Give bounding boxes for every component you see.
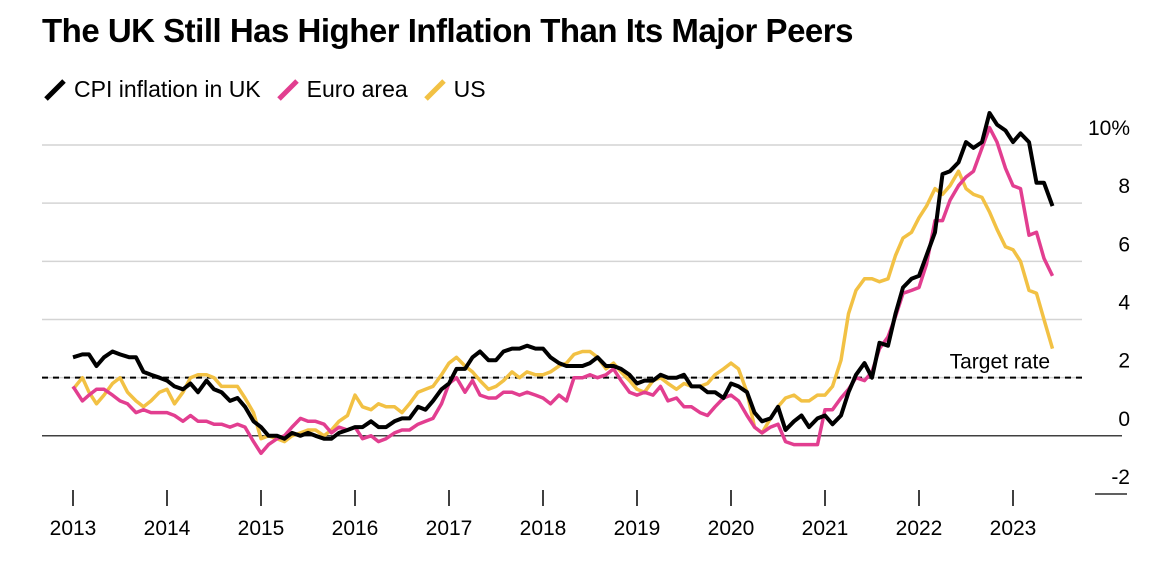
legend-item-us: US	[422, 76, 486, 103]
y-tick-label-4: 4	[1118, 292, 1130, 315]
y-tick-label-0: 0	[1118, 408, 1130, 431]
x-tick-label-2015: 2015	[238, 517, 285, 540]
legend-label-uk: CPI inflation in UK	[74, 76, 261, 102]
legend-label-us: US	[453, 76, 486, 102]
target-rate-label: Target rate	[950, 351, 1050, 374]
x-tick-label-2020: 2020	[708, 517, 755, 540]
legend-label-euro-area: Euro area	[306, 76, 408, 102]
legend-item-euro-area: Euro area	[275, 76, 408, 103]
legend-swatch-line-euro-area	[276, 78, 299, 101]
x-tick-label-2019: 2019	[614, 517, 661, 540]
series-line-us	[71, 169, 1055, 444]
x-tick-label-2013: 2013	[50, 517, 97, 540]
y-tick-label-2: 2	[1118, 350, 1130, 373]
x-tick-label-2023: 2023	[990, 517, 1037, 540]
chart-title: The UK Still Has Higher Inflation Than I…	[42, 12, 853, 49]
x-tick-label-2018: 2018	[520, 517, 567, 540]
series-lines	[71, 111, 1055, 456]
legend-item-uk: CPI inflation in UK	[42, 76, 261, 103]
y-tick-label-10: 10%	[1088, 117, 1130, 140]
x-tick-label-2017: 2017	[426, 517, 473, 540]
series-line-cpi-inflation-in-uk	[72, 111, 1055, 441]
y-axis-ticks: 10% 8 6 4 2 0 -2	[1088, 117, 1130, 489]
x-axis-ticks: 2013 2014 2015 2016 2017 2018 2019 2020 2021 2022…	[50, 490, 1037, 540]
target-rate-reference: Target rate	[42, 351, 1082, 379]
chart-legend: CPI inflation in UK Euro area US	[42, 76, 500, 103]
y-tick-label-6: 6	[1118, 233, 1130, 256]
x-tick-label-2016: 2016	[332, 517, 379, 540]
legend-swatch-us	[423, 78, 446, 101]
y-tick-label-2: -2	[1111, 466, 1130, 489]
gridlines	[42, 144, 1127, 495]
legend-swatch-line-us	[423, 78, 446, 101]
x-tick-label-2022: 2022	[896, 517, 943, 540]
x-tick-label-2021: 2021	[802, 517, 849, 540]
legend-swatch-line-uk	[44, 78, 66, 101]
y-tick-label-8: 8	[1118, 175, 1130, 198]
legend-swatch-uk	[44, 78, 66, 101]
series-line-euro-area	[71, 125, 1055, 456]
x-tick-label-2014: 2014	[144, 517, 191, 540]
legend-swatch-euro-area	[276, 78, 299, 101]
